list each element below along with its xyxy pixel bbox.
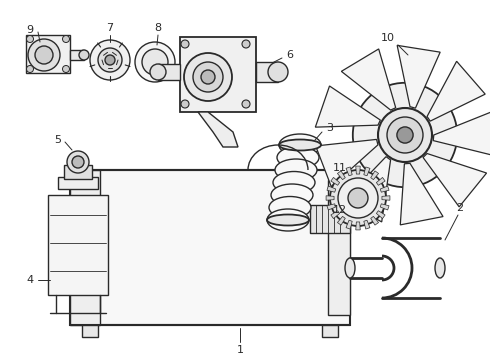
Polygon shape <box>382 196 390 200</box>
Circle shape <box>26 36 33 42</box>
Circle shape <box>338 178 378 218</box>
Circle shape <box>242 100 250 108</box>
Circle shape <box>72 156 84 168</box>
Text: 1: 1 <box>237 345 244 355</box>
Bar <box>64 165 92 179</box>
Polygon shape <box>371 216 379 225</box>
Bar <box>328 180 350 315</box>
Polygon shape <box>327 204 336 210</box>
Bar <box>70 170 350 325</box>
Polygon shape <box>326 196 334 200</box>
Text: 2: 2 <box>457 203 464 213</box>
Polygon shape <box>316 139 378 186</box>
Polygon shape <box>371 171 379 180</box>
Polygon shape <box>327 186 336 192</box>
Text: 12: 12 <box>333 205 347 215</box>
Bar <box>70 50 84 60</box>
Circle shape <box>28 39 60 71</box>
Polygon shape <box>376 211 385 219</box>
Polygon shape <box>427 61 485 121</box>
Circle shape <box>330 170 386 226</box>
Polygon shape <box>376 177 385 185</box>
Circle shape <box>98 48 122 72</box>
Polygon shape <box>338 171 345 180</box>
Ellipse shape <box>79 50 89 60</box>
Circle shape <box>181 100 189 108</box>
Circle shape <box>181 40 189 48</box>
Ellipse shape <box>279 140 321 150</box>
Text: 5: 5 <box>54 135 62 145</box>
Circle shape <box>63 36 70 42</box>
Circle shape <box>378 108 432 162</box>
Bar <box>158 64 180 80</box>
Ellipse shape <box>271 184 313 206</box>
Circle shape <box>26 66 33 72</box>
Ellipse shape <box>268 62 288 82</box>
Circle shape <box>353 83 457 187</box>
Polygon shape <box>343 157 391 222</box>
Polygon shape <box>423 153 487 207</box>
Text: 7: 7 <box>106 23 114 33</box>
Polygon shape <box>380 204 389 210</box>
Bar <box>82 325 98 337</box>
Ellipse shape <box>269 197 311 219</box>
Ellipse shape <box>275 159 317 181</box>
Circle shape <box>184 53 232 101</box>
Circle shape <box>67 151 89 173</box>
Circle shape <box>397 127 413 143</box>
Polygon shape <box>364 167 370 176</box>
Bar <box>310 205 350 233</box>
Circle shape <box>35 46 53 64</box>
Text: 9: 9 <box>26 25 33 35</box>
Polygon shape <box>380 186 389 192</box>
Ellipse shape <box>279 134 321 156</box>
Circle shape <box>90 40 130 80</box>
Polygon shape <box>346 220 352 229</box>
Circle shape <box>193 62 223 92</box>
Circle shape <box>242 40 250 48</box>
Circle shape <box>63 66 70 72</box>
Circle shape <box>348 188 368 208</box>
Polygon shape <box>356 222 360 230</box>
Bar <box>256 62 278 82</box>
Polygon shape <box>338 216 345 225</box>
Circle shape <box>135 42 175 82</box>
Polygon shape <box>397 45 440 108</box>
Text: 4: 4 <box>26 275 33 285</box>
Ellipse shape <box>150 64 166 80</box>
Bar <box>180 37 256 112</box>
Text: 10: 10 <box>381 33 395 43</box>
Circle shape <box>142 49 168 75</box>
Circle shape <box>387 117 423 153</box>
Text: 8: 8 <box>154 23 162 33</box>
Polygon shape <box>356 166 360 174</box>
Text: 3: 3 <box>326 123 334 133</box>
Polygon shape <box>198 112 238 147</box>
Polygon shape <box>342 49 396 110</box>
Polygon shape <box>316 86 380 127</box>
Ellipse shape <box>267 215 309 225</box>
Polygon shape <box>400 163 443 225</box>
Bar <box>322 325 338 337</box>
Ellipse shape <box>267 209 309 231</box>
Bar <box>48 195 108 295</box>
Ellipse shape <box>435 258 445 278</box>
Polygon shape <box>331 177 340 185</box>
Text: 6: 6 <box>287 50 294 60</box>
Polygon shape <box>364 220 370 229</box>
Polygon shape <box>346 167 352 176</box>
Ellipse shape <box>345 258 355 278</box>
Circle shape <box>201 70 215 84</box>
Polygon shape <box>433 112 490 155</box>
Ellipse shape <box>273 171 315 194</box>
Text: 11: 11 <box>333 163 347 173</box>
Bar <box>70 170 100 325</box>
Circle shape <box>105 55 115 65</box>
Ellipse shape <box>277 147 319 168</box>
Bar <box>58 177 98 189</box>
Bar <box>26 35 70 73</box>
Polygon shape <box>331 211 340 219</box>
